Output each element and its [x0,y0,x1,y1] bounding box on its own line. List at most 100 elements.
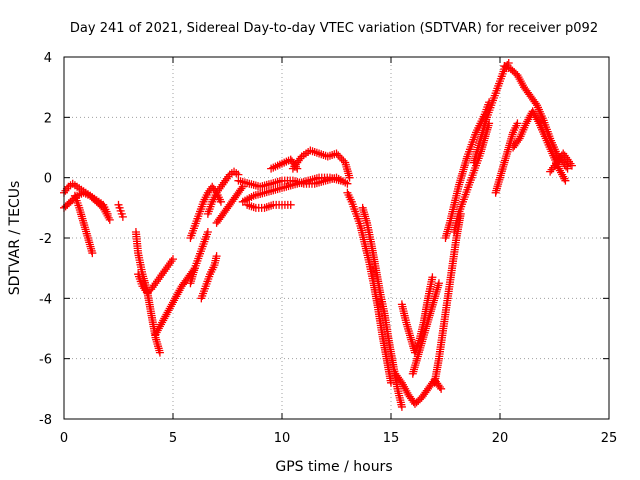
data-point [138,282,147,291]
data-point [155,273,164,282]
x-tick-label: 0 [60,431,68,446]
data-point [153,277,162,286]
data-point [530,111,539,120]
data-point [103,211,112,220]
data-point [165,304,174,313]
y-tick-label: 0 [44,172,52,187]
data-point [105,215,114,224]
data-point [163,263,172,272]
data-point [167,300,176,309]
data-point [102,209,111,218]
series-arc20 [391,369,446,408]
data-point [139,284,148,293]
data-point [173,290,182,299]
series-arc29 [509,107,570,185]
data-point [562,153,571,162]
data-point [203,188,212,197]
data-point [157,320,166,329]
data-point [516,77,525,86]
data-point [164,261,173,270]
data-point [172,292,181,301]
series-arc26 [469,59,513,167]
data-point [513,71,522,80]
data-point [398,380,407,389]
data-point [175,286,184,295]
data-point [219,178,228,187]
data-point [397,378,406,387]
data-point [151,279,160,288]
data-point [336,176,345,185]
data-point [555,166,564,175]
data-point [547,165,556,174]
data-point [208,182,217,191]
data-point [161,312,170,321]
data-point [161,265,170,274]
data-point [343,179,352,188]
data-point [162,310,171,319]
data-point [222,174,231,183]
data-point [428,273,437,282]
data-point [216,182,225,191]
data-point [158,269,167,278]
chart-title: Day 241 of 2021, Sidereal Day-to-day VTE… [70,21,598,36]
data-point [160,314,169,323]
data-point [154,275,163,284]
data-point [294,156,303,165]
data-point [546,167,555,176]
series-arc15 [243,200,295,212]
data-point [224,172,233,181]
data-point [549,163,558,172]
data-point [335,153,344,162]
data-point [169,255,177,264]
data-point [559,149,568,158]
data-point [286,200,295,209]
data-point [531,113,540,122]
data-point [99,203,108,212]
data-point [166,259,175,268]
data-point [558,170,567,179]
data-point [401,384,410,393]
data-point [214,186,223,195]
data-point [212,188,221,197]
data-point [567,161,576,170]
data-point [513,119,522,128]
x-tick-label: 15 [383,431,400,446]
series-arc10 [197,252,221,303]
data-point [150,281,159,290]
data-point [170,296,179,305]
data-point [560,160,569,169]
data-point [216,197,225,206]
data-point [523,117,532,126]
data-point [155,322,164,331]
data-point [550,161,559,170]
data-point [164,306,173,315]
data-point [174,288,183,297]
x-axis-label: GPS time / hours [275,459,392,475]
series-arc12 [212,182,247,227]
grid-lines [64,57,609,419]
data-point [218,180,227,189]
y-tick-label: -4 [39,292,52,307]
data-point [152,328,161,337]
data-point [166,302,175,311]
series-arc17 [288,146,354,182]
data-point [515,75,524,84]
data-points [60,59,576,411]
series-arc3 [70,191,97,258]
x-tick-label: 20 [492,431,509,446]
data-point [559,172,568,181]
data-point [155,348,164,357]
series-arc4 [114,200,127,221]
series-arc22 [408,279,443,378]
data-point [154,324,163,333]
data-point [562,162,571,171]
data-point [288,164,297,173]
data-point [147,285,156,294]
data-point [560,174,569,183]
data-point [151,330,160,339]
data-point [563,155,572,164]
data-point [557,168,566,177]
data-point [101,207,110,216]
series-arc27 [491,119,522,197]
data-point [291,160,300,169]
